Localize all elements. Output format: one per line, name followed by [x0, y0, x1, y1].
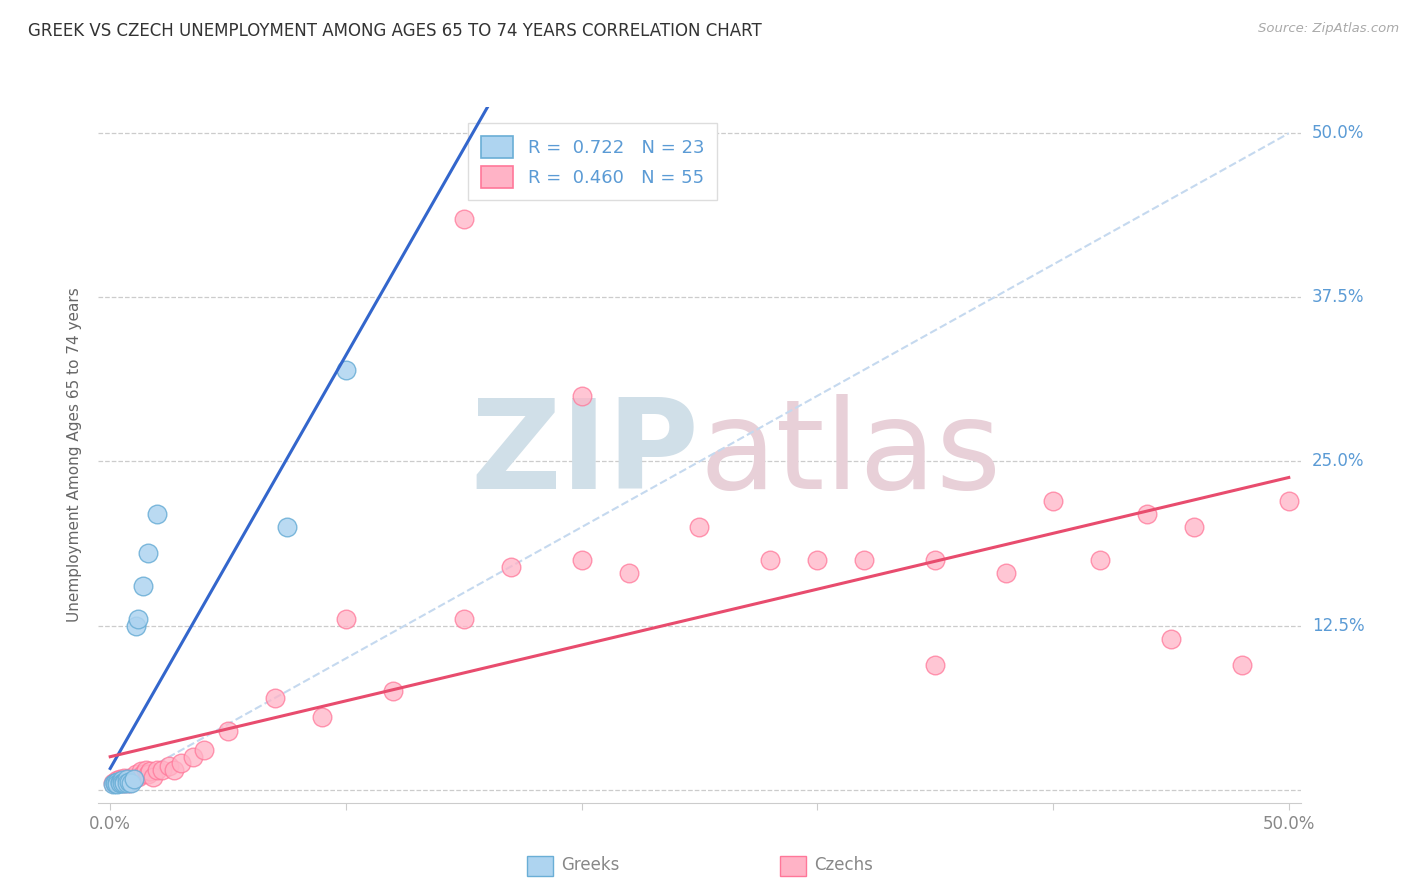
Point	[163, 763, 186, 777]
Point	[104, 774, 127, 789]
Text: 37.5%: 37.5%	[1312, 288, 1364, 306]
Point	[108, 772, 131, 787]
Point	[1136, 507, 1159, 521]
Point	[1184, 520, 1206, 534]
Point	[132, 579, 155, 593]
Point	[136, 767, 159, 781]
Point	[108, 776, 131, 790]
Text: Czechs: Czechs	[814, 856, 873, 874]
Point	[146, 507, 169, 521]
Text: ZIP: ZIP	[471, 394, 699, 516]
Point	[105, 777, 128, 791]
Point	[115, 772, 138, 787]
Point	[1278, 494, 1301, 508]
Point	[111, 773, 134, 788]
Point	[125, 618, 148, 632]
Point	[146, 763, 169, 777]
Point	[924, 657, 946, 672]
Point	[111, 776, 134, 790]
Point	[128, 770, 150, 784]
Point	[118, 776, 141, 790]
Point	[217, 723, 239, 738]
Text: Source: ZipAtlas.com: Source: ZipAtlas.com	[1258, 22, 1399, 36]
Point	[264, 690, 287, 705]
Point	[120, 776, 142, 790]
Point	[181, 749, 204, 764]
Point	[193, 743, 215, 757]
Point	[115, 772, 138, 787]
Point	[335, 362, 357, 376]
Point	[382, 684, 405, 698]
Point	[1230, 657, 1253, 672]
Legend: R =  0.722   N = 23, R =  0.460   N = 55: R = 0.722 N = 23, R = 0.460 N = 55	[468, 123, 717, 201]
Point	[853, 553, 876, 567]
Point	[104, 776, 127, 790]
Text: 25.0%: 25.0%	[1312, 452, 1364, 470]
Point	[125, 767, 148, 781]
Point	[122, 772, 145, 787]
Point	[104, 776, 127, 790]
Point	[806, 553, 828, 567]
Point	[122, 772, 145, 787]
Point	[453, 612, 475, 626]
Point	[118, 771, 141, 785]
Point	[499, 559, 522, 574]
Text: 12.5%: 12.5%	[1312, 616, 1364, 634]
Point	[105, 776, 128, 790]
Text: Greeks: Greeks	[561, 856, 620, 874]
Point	[101, 776, 124, 790]
Point	[128, 612, 150, 626]
Point	[157, 759, 180, 773]
Point	[105, 774, 128, 789]
Point	[617, 566, 640, 580]
Point	[1088, 553, 1111, 567]
Point	[759, 553, 782, 567]
Point	[112, 776, 135, 790]
Point	[150, 763, 173, 777]
Text: GREEK VS CZECH UNEMPLOYMENT AMONG AGES 65 TO 74 YEARS CORRELATION CHART: GREEK VS CZECH UNEMPLOYMENT AMONG AGES 6…	[28, 22, 762, 40]
Point	[142, 770, 165, 784]
Point	[335, 612, 357, 626]
Point	[571, 553, 593, 567]
Y-axis label: Unemployment Among Ages 65 to 74 years: Unemployment Among Ages 65 to 74 years	[67, 287, 83, 623]
Point	[276, 520, 298, 534]
Point	[112, 774, 135, 789]
Point	[689, 520, 711, 534]
Point	[1042, 494, 1064, 508]
Point	[118, 774, 141, 789]
Point	[311, 710, 333, 724]
Point	[115, 773, 138, 788]
Point	[135, 763, 157, 777]
Point	[120, 771, 142, 785]
Point	[994, 566, 1017, 580]
Text: atlas: atlas	[699, 394, 1001, 516]
Point	[136, 546, 159, 560]
Point	[105, 773, 128, 788]
Point	[129, 764, 152, 779]
Point	[571, 389, 593, 403]
Point	[115, 776, 138, 790]
Point	[453, 211, 475, 226]
Point	[112, 776, 135, 790]
Point	[132, 767, 155, 781]
Point	[1160, 632, 1182, 646]
Point	[112, 771, 135, 785]
Text: 50.0%: 50.0%	[1312, 124, 1364, 143]
Point	[108, 774, 131, 789]
Point	[139, 764, 162, 779]
Point	[101, 777, 124, 791]
Point	[111, 774, 134, 789]
Point	[170, 756, 193, 771]
Point	[924, 553, 946, 567]
Point	[111, 773, 134, 788]
